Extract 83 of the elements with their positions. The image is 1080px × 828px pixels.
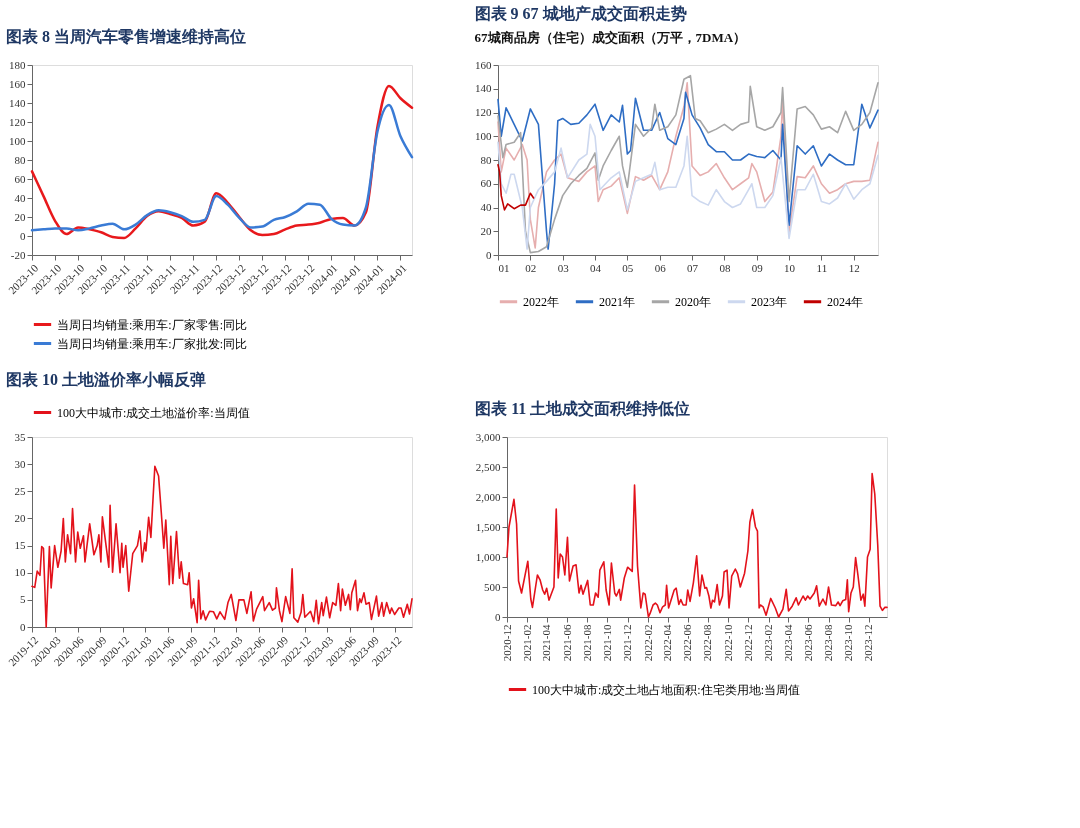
x-tick-label: 2021-10 xyxy=(600,624,613,662)
x-tick-label: 02 xyxy=(525,261,537,274)
legend-label: 2023年 xyxy=(751,294,787,309)
x-tick-label: 2022-02 xyxy=(641,624,654,662)
x-tick-label: 2022-04 xyxy=(661,624,674,662)
text: 100大中城市:成交土地溢价率:当周值 xyxy=(57,405,250,420)
x-tick-label: 2023-08 xyxy=(822,624,835,662)
x-tick-label: 08 xyxy=(719,261,731,274)
y-tick-label: 180 xyxy=(9,58,26,71)
y-tick-label: 60 xyxy=(480,177,492,190)
x-tick-label: 2022-10 xyxy=(721,624,734,662)
x-tick-label: 04 xyxy=(590,261,602,274)
chart-title: 图表 11 土地成交面积维持低位 xyxy=(475,399,691,417)
y-tick-label: 80 xyxy=(14,153,26,166)
legend-label: 2020年 xyxy=(675,294,711,309)
line-series xyxy=(30,103,414,232)
y-tick-label: 20 xyxy=(14,210,26,223)
y-tick-label: 140 xyxy=(9,96,26,109)
y-tick-label: 120 xyxy=(9,115,26,128)
chart-subtitle: 67城商品房（住宅）成交面积（万平，7DMA） xyxy=(474,30,747,45)
x-tick-label: 10 xyxy=(784,261,796,274)
y-tick-label: 2,500 xyxy=(475,460,501,473)
y-tick-label: 0 xyxy=(486,248,492,261)
x-tick-label: 2022-06 xyxy=(681,624,694,662)
y-tick-label: 20 xyxy=(480,224,492,237)
y-tick-label: 2,000 xyxy=(475,490,501,503)
x-tick-label: 03 xyxy=(557,261,570,274)
y-tick-label: 120 xyxy=(475,106,492,118)
y-tick-label: 5 xyxy=(20,593,26,606)
y-tick-label: 10 xyxy=(14,566,26,579)
x-tick-label: 2021-12 xyxy=(621,624,634,662)
legend-label: 当周日均销量:乘用车:厂家零售:同比 xyxy=(57,317,248,332)
y-tick-label: 0 xyxy=(495,610,501,623)
y-tick-label: 0 xyxy=(20,229,26,242)
x-tick-label: 2023-12 xyxy=(862,624,875,662)
legend-label: 当周日均销量:乘用车:厂家批发:同比 xyxy=(57,336,248,351)
y-tick-label: 15 xyxy=(14,539,26,552)
chart-title: 图表 8 当周汽车零售增速维持高位 xyxy=(6,27,247,45)
y-tick-label: 1,000 xyxy=(475,550,501,563)
legend-label: 100大中城市:成交土地占地面积:住宅类用地:当周值 xyxy=(532,682,801,697)
y-tick-label: 30 xyxy=(14,457,26,470)
y-tick-label: 40 xyxy=(14,191,26,204)
y-tick-label: 160 xyxy=(9,77,26,90)
y-tick-label: 40 xyxy=(480,201,492,213)
legend-label: 2024年 xyxy=(827,294,863,309)
x-tick-label: 2023-06 xyxy=(801,624,814,662)
y-tick-label: 20 xyxy=(14,511,26,524)
x-tick-label: 09 xyxy=(751,261,764,274)
x-tick-label: 2021-08 xyxy=(580,624,593,662)
y-tick-label: 100 xyxy=(9,134,26,147)
legend-label: 2022年 xyxy=(523,294,559,309)
chart-title: 图表 10 土地溢价率小幅反弹 xyxy=(6,370,207,388)
x-tick-label: 2022-12 xyxy=(741,624,754,662)
x-tick-label: 2023-04 xyxy=(781,624,794,662)
y-tick-label: 60 xyxy=(14,172,26,185)
x-tick-label: 2023-10 xyxy=(842,624,855,662)
y-tick-label: 100 xyxy=(475,129,492,142)
y-tick-label: 80 xyxy=(480,153,492,166)
x-tick-label: 05 xyxy=(622,261,634,274)
y-tick-label: 1,500 xyxy=(475,520,501,533)
y-tick-label: 25 xyxy=(14,484,26,497)
y-tick-label: 3,000 xyxy=(475,430,501,443)
y-tick-label: 35 xyxy=(14,430,26,443)
x-tick-label: 2021-02 xyxy=(520,624,533,662)
x-tick-label: 2021-04 xyxy=(540,624,553,662)
chart-title: 图表 9 67 城地产成交面积走势 xyxy=(474,4,687,22)
x-tick-label: 07 xyxy=(687,261,699,274)
x-tick-label: 12 xyxy=(848,261,860,274)
x-tick-label: 01 xyxy=(498,261,510,274)
x-tick-label: 2020-12 xyxy=(500,624,513,662)
legend-label: 2021年 xyxy=(599,294,635,309)
y-tick-label: -20 xyxy=(10,248,26,261)
x-tick-label: 2022-08 xyxy=(701,624,714,662)
x-tick-label: 11 xyxy=(816,261,828,274)
line-series xyxy=(497,123,879,250)
y-tick-label: 140 xyxy=(475,82,492,95)
y-tick-label: 0 xyxy=(20,620,26,633)
y-tick-label: 160 xyxy=(475,58,492,71)
x-tick-label: 06 xyxy=(654,261,667,274)
line-series xyxy=(497,163,535,211)
y-tick-label: 500 xyxy=(484,580,501,593)
x-tick-label: 2021-06 xyxy=(560,624,573,662)
x-tick-label: 2023-02 xyxy=(762,624,775,662)
